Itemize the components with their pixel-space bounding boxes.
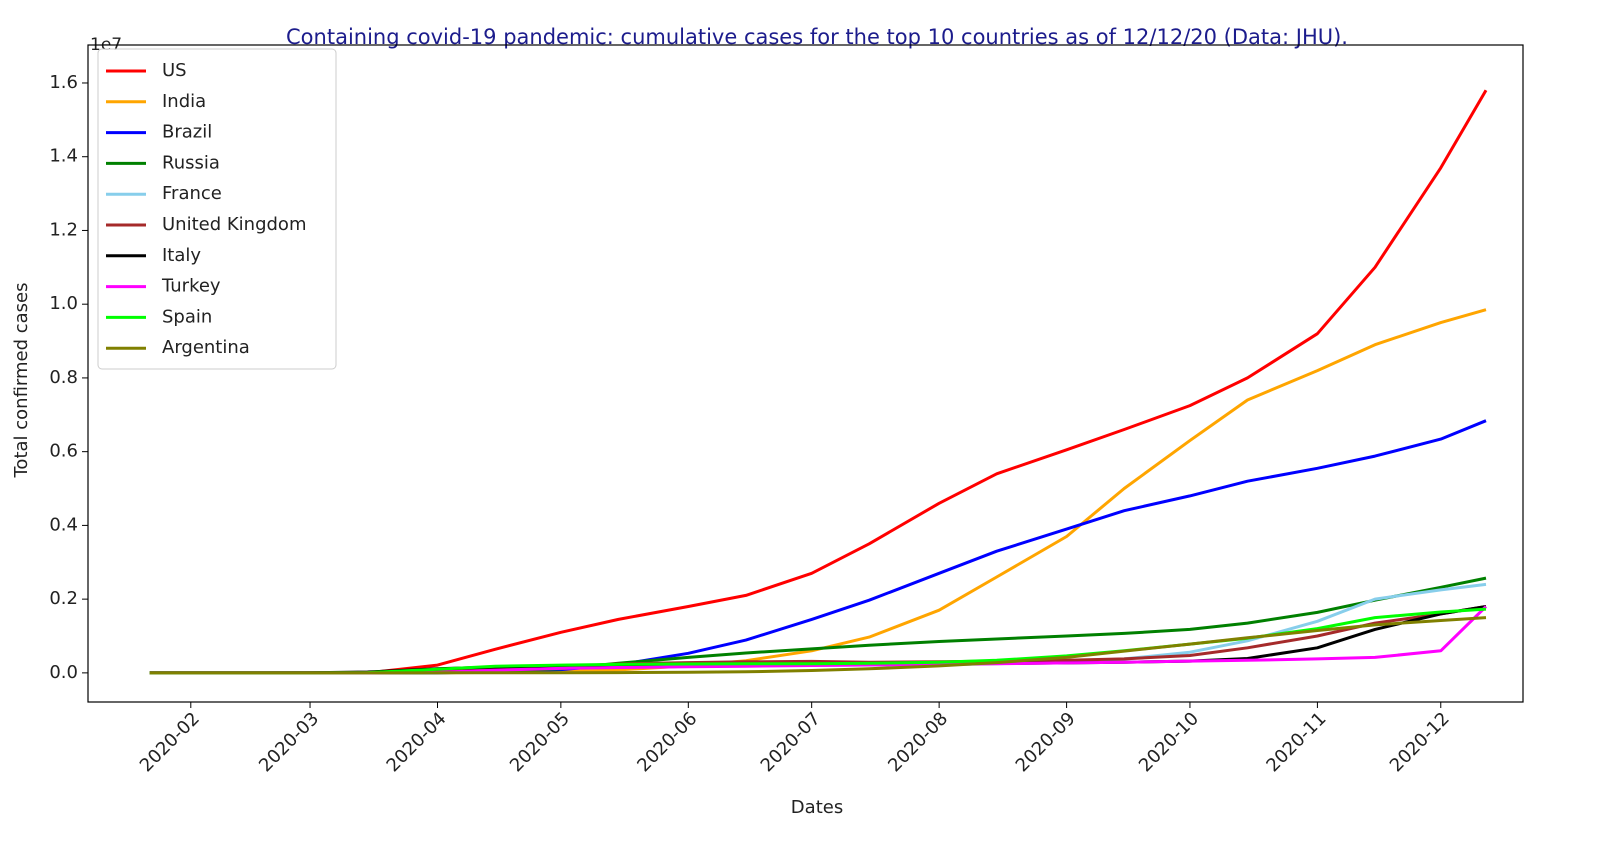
y-tick-label: 0.8 — [49, 367, 78, 388]
y-tick-label: 1.0 — [49, 293, 78, 314]
x-tick-label: 2020-08 — [884, 708, 952, 776]
x-tick-label: 2020-07 — [757, 708, 825, 776]
y-tick-label: 1.6 — [49, 72, 78, 93]
legend-label: Argentina — [162, 337, 250, 358]
series-line — [149, 616, 1487, 675]
series-line — [149, 89, 1488, 675]
x-tick-label: 2020-10 — [1135, 708, 1203, 776]
legend-label: United Kingdom — [162, 214, 306, 235]
y-tick-label: 0.2 — [49, 588, 78, 609]
legend-label: France — [162, 183, 222, 204]
x-axis-label: Dates — [791, 797, 843, 818]
y-tick-label: 1.2 — [49, 219, 78, 240]
legend-label: Russia — [162, 152, 220, 173]
y-axis-label: Total confirmed cases — [11, 282, 32, 478]
legend-label: India — [162, 91, 206, 112]
x-tick-label: 2020-09 — [1012, 708, 1080, 776]
x-tick-label: 2020-03 — [255, 708, 323, 776]
y-tick-label: 0.4 — [49, 514, 78, 535]
legend-label: Italy — [162, 245, 201, 266]
x-tick-label: 2020-02 — [136, 708, 204, 776]
legend-label: Brazil — [162, 122, 212, 143]
legend: US India Brazil Russia France United Kingdom I… — [97, 48, 337, 370]
x-tick-label: 2020-11 — [1262, 708, 1330, 776]
legend-label: US — [162, 60, 187, 81]
x-tick-label: 2020-05 — [506, 708, 574, 776]
plot-frame — [87, 44, 1524, 703]
legend-box — [97, 48, 337, 370]
y-tick-label: 1.4 — [49, 146, 78, 167]
y-tick-label: 0.0 — [49, 662, 78, 683]
legend-label: Turkey — [161, 276, 221, 297]
legend-label: Spain — [162, 306, 212, 327]
x-tick-label: 2020-12 — [1386, 708, 1454, 776]
x-tick-label: 2020-06 — [633, 708, 701, 776]
y-tick-label: 0.6 — [49, 441, 78, 462]
x-tick-label: 2020-04 — [383, 708, 451, 776]
